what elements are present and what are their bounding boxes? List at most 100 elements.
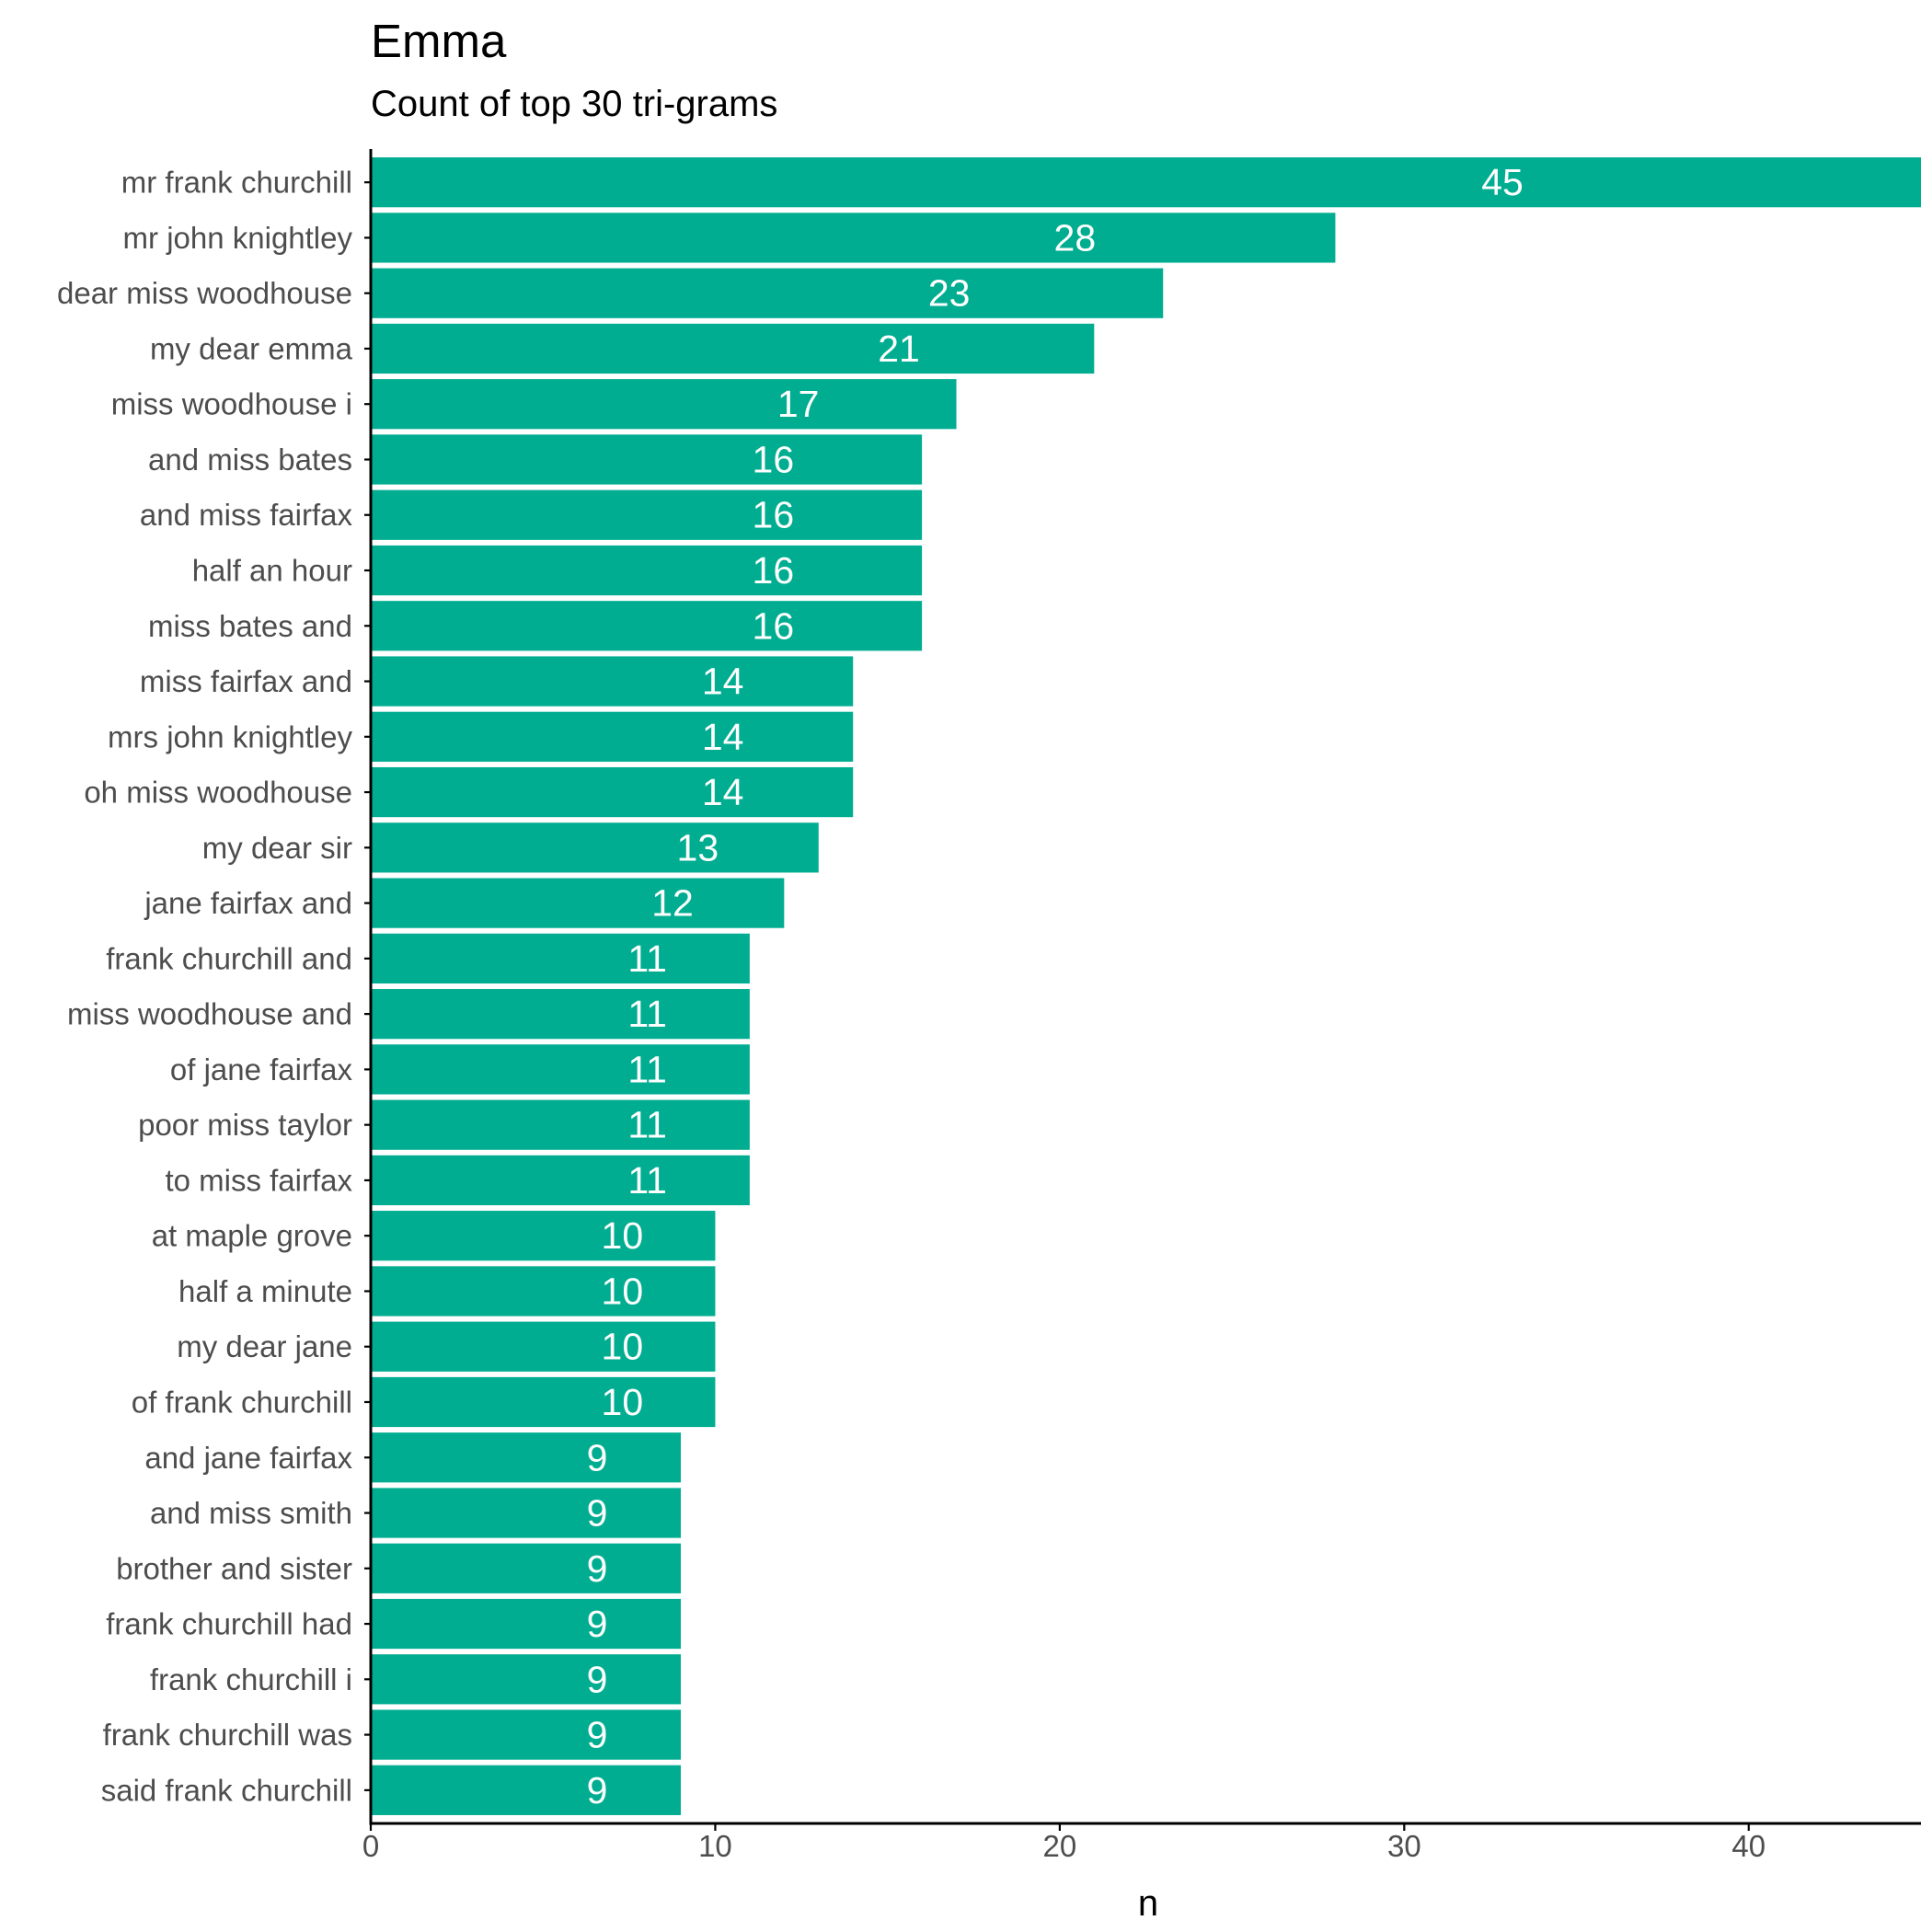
category-label: poor miss taylor (138, 1108, 352, 1142)
category-label: brother and sister (116, 1551, 352, 1585)
bar (371, 1266, 716, 1317)
bar (371, 157, 1921, 208)
x-axis-title: n (1138, 1883, 1158, 1924)
bar (371, 1211, 716, 1261)
bar (371, 1321, 716, 1372)
bar (371, 1709, 681, 1760)
bar (371, 489, 923, 540)
bar (371, 1155, 750, 1206)
category-label: my dear emma (150, 331, 353, 365)
category-label: and miss bates (148, 443, 352, 477)
x-tick-label: 10 (698, 1829, 732, 1863)
chart-title: Emma (371, 15, 507, 67)
bar-value-label: 9 (587, 1603, 608, 1645)
category-label: mr frank churchill (121, 166, 352, 200)
y-axis: mr frank churchill mr john knightley dear … (57, 149, 373, 1823)
x-tick-label: 40 (1731, 1829, 1765, 1863)
bar-value-label: 16 (753, 494, 795, 536)
category-label: oh miss woodhouse (84, 776, 352, 810)
bar-value-label: 9 (587, 1769, 608, 1811)
bar-value-label: 11 (627, 1048, 667, 1090)
bar-value-label: 17 (777, 383, 820, 425)
bar-value-label: 14 (702, 771, 744, 813)
category-label: half a minute (178, 1274, 352, 1308)
bar-value-label: 11 (627, 1104, 667, 1146)
bar (371, 822, 819, 873)
category-label: to miss fairfax (165, 1163, 352, 1197)
bar (371, 1543, 681, 1593)
bar-value-label: 9 (587, 1436, 608, 1478)
category-label: of jane fairfax (170, 1052, 353, 1087)
bar (371, 379, 957, 430)
bars-group (371, 157, 1921, 1815)
bar-value-label: 11 (627, 937, 667, 980)
category-label: miss fairfax and (140, 664, 352, 698)
bar-value-label: 10 (602, 1214, 644, 1257)
bar (371, 1044, 750, 1095)
bar-value-label: 23 (928, 272, 971, 315)
category-label: and miss smith (150, 1496, 352, 1530)
bar (371, 989, 750, 1040)
category-label: and miss fairfax (140, 498, 353, 532)
category-label: miss bates and (148, 609, 352, 643)
bar-value-label: 14 (702, 716, 744, 758)
bar-value-label: 16 (753, 604, 795, 647)
category-label: at maple grove (152, 1219, 352, 1253)
category-label: frank churchill had (106, 1607, 352, 1641)
bar-value-label: 9 (587, 1714, 608, 1756)
category-label: half an hour (192, 554, 352, 588)
bar-value-label: 11 (627, 993, 667, 1035)
bar (371, 1654, 681, 1705)
bar (371, 766, 854, 818)
bar (371, 1432, 681, 1483)
bar-value-label: 9 (587, 1492, 608, 1535)
bar-value-label: 13 (677, 826, 719, 868)
category-label: miss woodhouse i (111, 387, 352, 421)
bar-value-label: 21 (878, 328, 920, 370)
x-tick-label: 30 (1387, 1829, 1421, 1863)
bar (371, 878, 785, 928)
bar (371, 656, 854, 707)
bar-value-label: 28 (1054, 216, 1097, 259)
category-label: my dear sir (202, 831, 352, 865)
bar (371, 268, 1164, 318)
chart-subtitle: Count of top 30 tri-grams (371, 84, 777, 124)
bar (371, 213, 1336, 263)
bar-value-label: 9 (587, 1658, 608, 1700)
category-label: mr john knightley (123, 221, 353, 255)
bar-value-label: 45 (1481, 161, 1524, 203)
bar (371, 1376, 716, 1428)
category-label: mrs john knightley (108, 719, 352, 753)
bar-value-label: 16 (753, 549, 795, 592)
category-label: said frank churchill (101, 1773, 352, 1807)
bar (371, 323, 1095, 374)
bar (371, 711, 854, 762)
category-label: dear miss woodhouse (57, 276, 352, 310)
bar (371, 933, 750, 983)
bar-labels-group: 4528232117161616161414141312111111111110… (587, 161, 1524, 1811)
bar-value-label: 10 (602, 1326, 644, 1368)
bar-value-label: 12 (651, 882, 694, 925)
category-label: of frank churchill (132, 1385, 352, 1419)
bar (371, 434, 923, 485)
bar (371, 1765, 681, 1815)
bar-value-label: 16 (753, 438, 795, 480)
category-label: my dear jane (177, 1329, 352, 1363)
x-tick-label: 0 (362, 1829, 379, 1863)
category-label: frank churchill and (106, 941, 352, 975)
bar (371, 1598, 681, 1650)
category-label: and jane fairfax (144, 1441, 352, 1475)
bar (371, 545, 923, 596)
category-label: jane fairfax and (144, 886, 352, 920)
bar (371, 601, 923, 651)
x-axis: 0 10 20 30 40 (362, 1822, 1921, 1863)
bar-value-label: 10 (602, 1381, 644, 1423)
bar-value-label: 10 (602, 1270, 644, 1312)
category-label: frank churchill i (150, 1662, 352, 1696)
bar (371, 1099, 750, 1150)
bar (371, 1488, 681, 1538)
bar-value-label: 9 (587, 1547, 608, 1590)
category-label: miss woodhouse and (67, 997, 352, 1031)
bar-value-label: 14 (702, 661, 744, 703)
